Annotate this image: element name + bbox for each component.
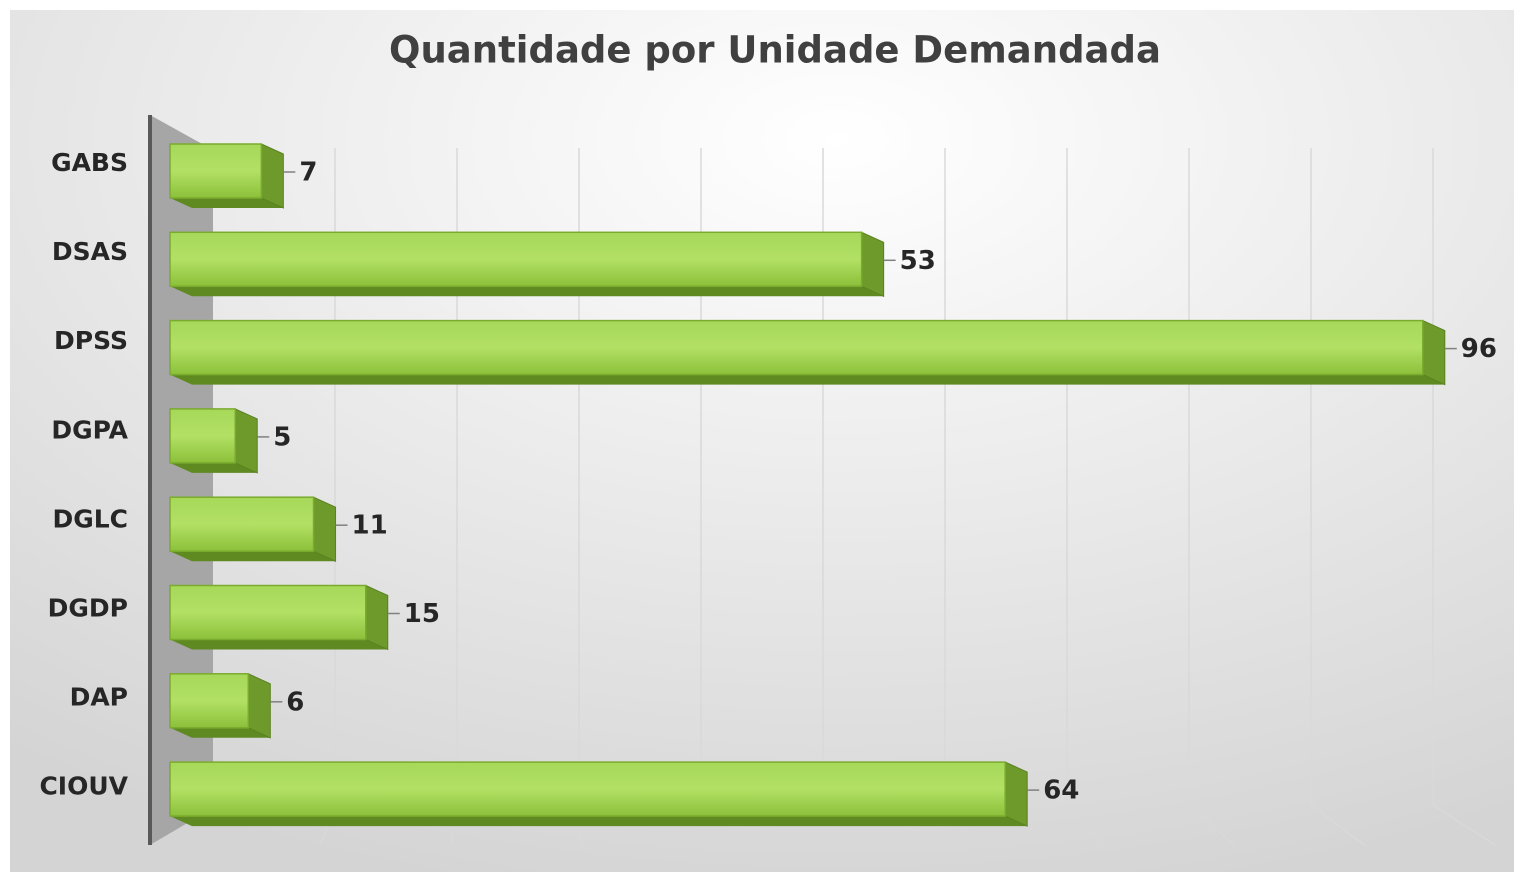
bar — [169, 673, 250, 729]
axis-wall — [150, 115, 213, 845]
bar — [169, 143, 263, 199]
y-tick-label: DGPA — [51, 415, 128, 444]
y-tick-label: DAP — [70, 683, 128, 712]
data-label: 15 — [404, 599, 440, 629]
bar-bottom — [170, 551, 336, 562]
y-tick-label: CIOUV — [39, 772, 128, 801]
bar — [169, 496, 315, 552]
data-label: 64 — [1043, 776, 1079, 806]
bar-side — [1422, 319, 1446, 386]
bar-side — [365, 584, 389, 651]
data-label: 7 — [299, 158, 317, 188]
bar-side — [313, 496, 337, 562]
bar — [169, 584, 367, 641]
y-tick-label: GABS — [51, 148, 128, 177]
bar-bottom — [170, 286, 884, 297]
bar-side — [247, 673, 271, 739]
bar — [169, 319, 1424, 376]
y-tick-label: DSAS — [52, 237, 128, 266]
bar-bottom — [170, 462, 258, 473]
bar — [169, 408, 236, 464]
bar — [169, 231, 863, 288]
bar — [169, 761, 1006, 817]
data-label: 11 — [352, 511, 388, 541]
bar-bottom — [170, 816, 1028, 827]
data-label: 53 — [900, 246, 936, 276]
bar-bottom — [170, 727, 271, 738]
data-label: 6 — [286, 687, 304, 717]
bar-bottom — [170, 198, 284, 208]
y-tick-label: DPSS — [54, 326, 128, 355]
data-label: 5 — [273, 422, 291, 452]
data-label: 96 — [1461, 334, 1497, 364]
y-tick-label: DGDP — [48, 594, 128, 623]
y-tick-label: DGLC — [52, 504, 128, 533]
bar-side — [234, 408, 258, 474]
bar-side — [260, 143, 284, 209]
bar-bottom — [170, 374, 1445, 385]
bar-side — [861, 231, 885, 298]
chart-title: Quantidade por Unidade Demandada — [389, 29, 1161, 72]
bar-side — [1004, 761, 1028, 827]
bar-bottom — [170, 639, 388, 650]
